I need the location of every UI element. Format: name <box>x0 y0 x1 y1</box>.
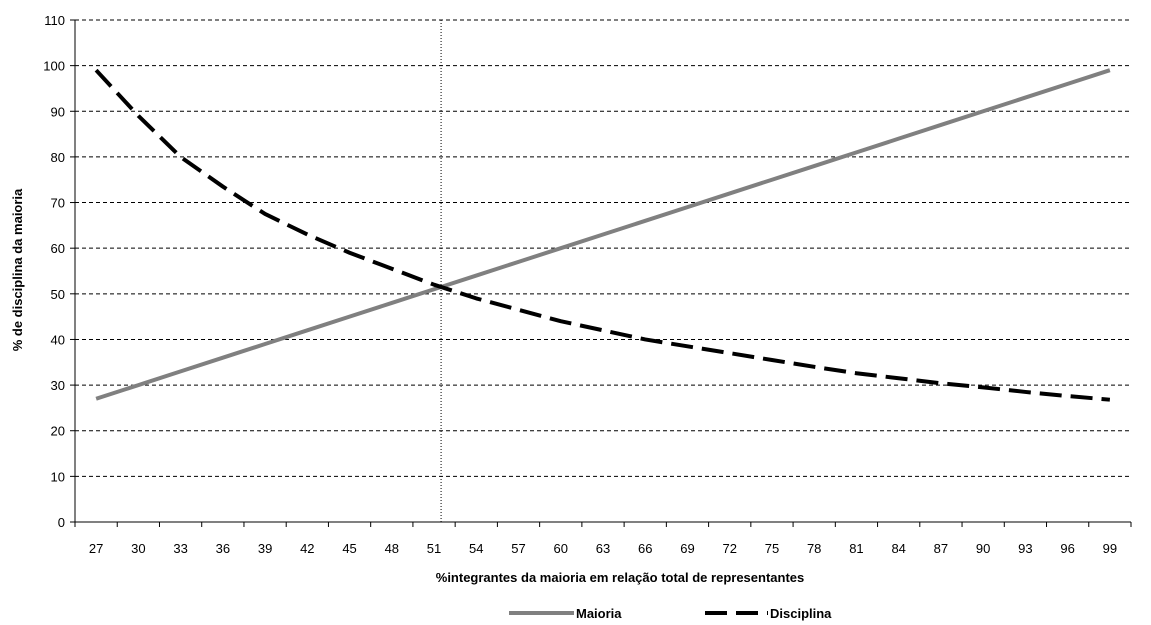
x-tick-label-57: 57 <box>511 541 525 556</box>
x-tick-label-30: 30 <box>131 541 145 556</box>
x-tick-label-84: 84 <box>891 541 905 556</box>
legend-label-disciplina: Disciplina <box>770 606 832 621</box>
gridlines <box>75 19 1131 477</box>
x-tick-label-39: 39 <box>258 541 272 556</box>
x-tick-label-99: 99 <box>1103 541 1117 556</box>
x-axis-title: %integrantes da maioria em relação total… <box>436 570 804 585</box>
x-tick-label-96: 96 <box>1060 541 1074 556</box>
x-tick-label-66: 66 <box>638 541 652 556</box>
x-tick-label-48: 48 <box>385 541 399 556</box>
y-axis-title: % de disciplina da maioria <box>10 188 25 351</box>
y-tick-label-110: 110 <box>44 13 65 28</box>
tick-labels: 0 10 20 30 40 50 60 70 80 90 100 110 27 30 33 36 39 42 45 4… <box>43 13 1117 556</box>
axes <box>70 19 1132 527</box>
y-tick-label-10: 10 <box>51 469 65 484</box>
legend: Maioria Disciplina <box>509 606 832 621</box>
y-tick-label-20: 20 <box>51 424 65 439</box>
y-tick-label-70: 70 <box>51 196 65 211</box>
x-tick-label-90: 90 <box>976 541 990 556</box>
series-layer <box>94 68 1111 402</box>
x-tick-label-36: 36 <box>216 541 230 556</box>
x-tick-label-51: 51 <box>427 541 441 556</box>
x-tick-label-33: 33 <box>173 541 187 556</box>
y-tick-label-0: 0 <box>58 515 65 530</box>
x-tick-label-45: 45 <box>342 541 356 556</box>
x-tick-label-75: 75 <box>765 541 779 556</box>
y-tick-label-50: 50 <box>51 287 65 302</box>
x-tick-label-69: 69 <box>680 541 694 556</box>
y-tick-label-100: 100 <box>43 59 65 74</box>
x-tick-label-60: 60 <box>554 541 568 556</box>
x-tick-label-63: 63 <box>596 541 610 556</box>
x-tick-label-78: 78 <box>807 541 821 556</box>
y-tick-label-60: 60 <box>51 241 65 256</box>
x-tick-label-93: 93 <box>1018 541 1032 556</box>
x-tick-label-42: 42 <box>300 541 314 556</box>
legend-label-maioria: Maioria <box>576 606 622 621</box>
x-tick-label-87: 87 <box>934 541 948 556</box>
y-tick-label-40: 40 <box>51 332 65 347</box>
y-tick-label-30: 30 <box>51 378 65 393</box>
y-tick-label-90: 90 <box>51 104 65 119</box>
x-tick-label-54: 54 <box>469 541 483 556</box>
x-tick-label-81: 81 <box>849 541 863 556</box>
x-tick-label-27: 27 <box>89 541 103 556</box>
x-tick-label-72: 72 <box>722 541 736 556</box>
y-tick-label-80: 80 <box>51 150 65 165</box>
